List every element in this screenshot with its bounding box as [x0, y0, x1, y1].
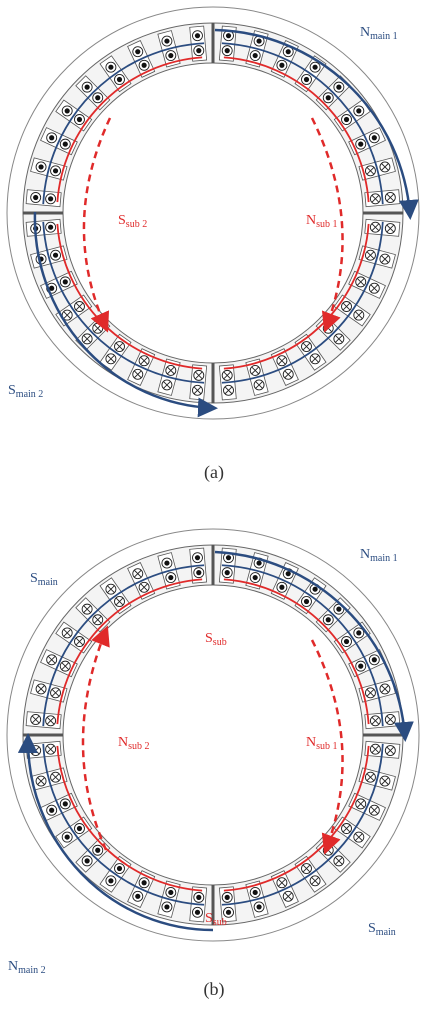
conductor-dot [117, 77, 122, 82]
label: Nmain 1 [360, 25, 398, 42]
stator-b [7, 529, 419, 941]
conductor-dot [226, 910, 231, 915]
conductor-dot [226, 33, 231, 38]
conductor-dot [135, 894, 140, 899]
conductor-dot [358, 664, 363, 669]
conductor-dot [358, 142, 363, 147]
conductor-dot [77, 826, 82, 831]
conductor-dot [372, 657, 377, 662]
conductor-dot [344, 117, 349, 122]
conductor-dot [336, 85, 341, 90]
conductor-dot [77, 117, 82, 122]
conductor-dot [253, 575, 258, 580]
conductor-dot [108, 878, 113, 883]
conductor-dot [312, 65, 317, 70]
conductor-dot [168, 53, 173, 58]
conductor-dot [225, 48, 230, 53]
conductor-dot [256, 560, 261, 565]
conductor-dot [225, 570, 230, 575]
conductor-dot [304, 77, 309, 82]
page: Nmain 1 Ssub 2 Nsub 1 Smain 2 (a) Smain … [0, 0, 428, 1010]
label: Smain 2 [8, 383, 43, 400]
conductor-dot [304, 599, 309, 604]
conductor-dot [279, 63, 284, 68]
conductor-dot [33, 195, 38, 200]
conductor-dot [85, 85, 90, 90]
conductor-dot [117, 866, 122, 871]
conductor-dot [164, 38, 169, 43]
conductor-dot [142, 63, 147, 68]
conductor-dot [168, 575, 173, 580]
conductor-dot [256, 38, 261, 43]
stator-a [7, 7, 419, 419]
caption: (a) [204, 462, 224, 483]
conductor-dot [279, 585, 284, 590]
conductor-dot [312, 587, 317, 592]
conductor-dot [65, 834, 70, 839]
conductor-dot [225, 895, 230, 900]
conductor-dot [53, 168, 58, 173]
conductor-dot [336, 607, 341, 612]
conductor-dot [85, 858, 90, 863]
conductor-dot [326, 95, 331, 100]
conductor-dot [48, 196, 53, 201]
label: Smain [30, 571, 58, 588]
conductor-dot [356, 108, 361, 113]
conductor-dot [63, 279, 68, 284]
conductor-dot [253, 890, 258, 895]
bore [63, 63, 363, 363]
conductor-dot [196, 570, 201, 575]
bore [63, 585, 363, 885]
conductor-dot [356, 630, 361, 635]
conductor-dot [253, 53, 258, 58]
conductor-dot [372, 135, 377, 140]
conductor-dot [168, 890, 173, 895]
conductor-dot [226, 555, 231, 560]
conductor-dot [95, 95, 100, 100]
conductor-dot [135, 49, 140, 54]
conductor-dot [53, 253, 58, 258]
caption: (b) [204, 979, 225, 1000]
label: Nmain 2 [8, 959, 46, 976]
conductor-dot [49, 135, 54, 140]
label: Nmain 1 [360, 547, 398, 564]
conductor-dot [344, 639, 349, 644]
conductor-dot [63, 142, 68, 147]
conductor-dot [256, 904, 261, 909]
conductor-dot [108, 65, 113, 70]
conductor-dot [49, 808, 54, 813]
conductor-dot [286, 49, 291, 54]
conductor-dot [95, 848, 100, 853]
conductor-dot [326, 617, 331, 622]
conductor-dot [195, 555, 200, 560]
figure: Nmain 1 Ssub 2 Nsub 1 Smain 2 (a) Smain … [0, 0, 428, 1010]
conductor-dot [164, 560, 169, 565]
conductor-dot [195, 910, 200, 915]
conductor-dot [48, 225, 53, 230]
conductor-dot [38, 164, 43, 169]
conductor-dot [164, 904, 169, 909]
conductor-dot [196, 895, 201, 900]
conductor-dot [142, 880, 147, 885]
conductor-dot [195, 33, 200, 38]
conductor-dot [196, 48, 201, 53]
conductor-dot [63, 801, 68, 806]
conductor-dot [65, 108, 70, 113]
label: Smain [368, 921, 396, 938]
